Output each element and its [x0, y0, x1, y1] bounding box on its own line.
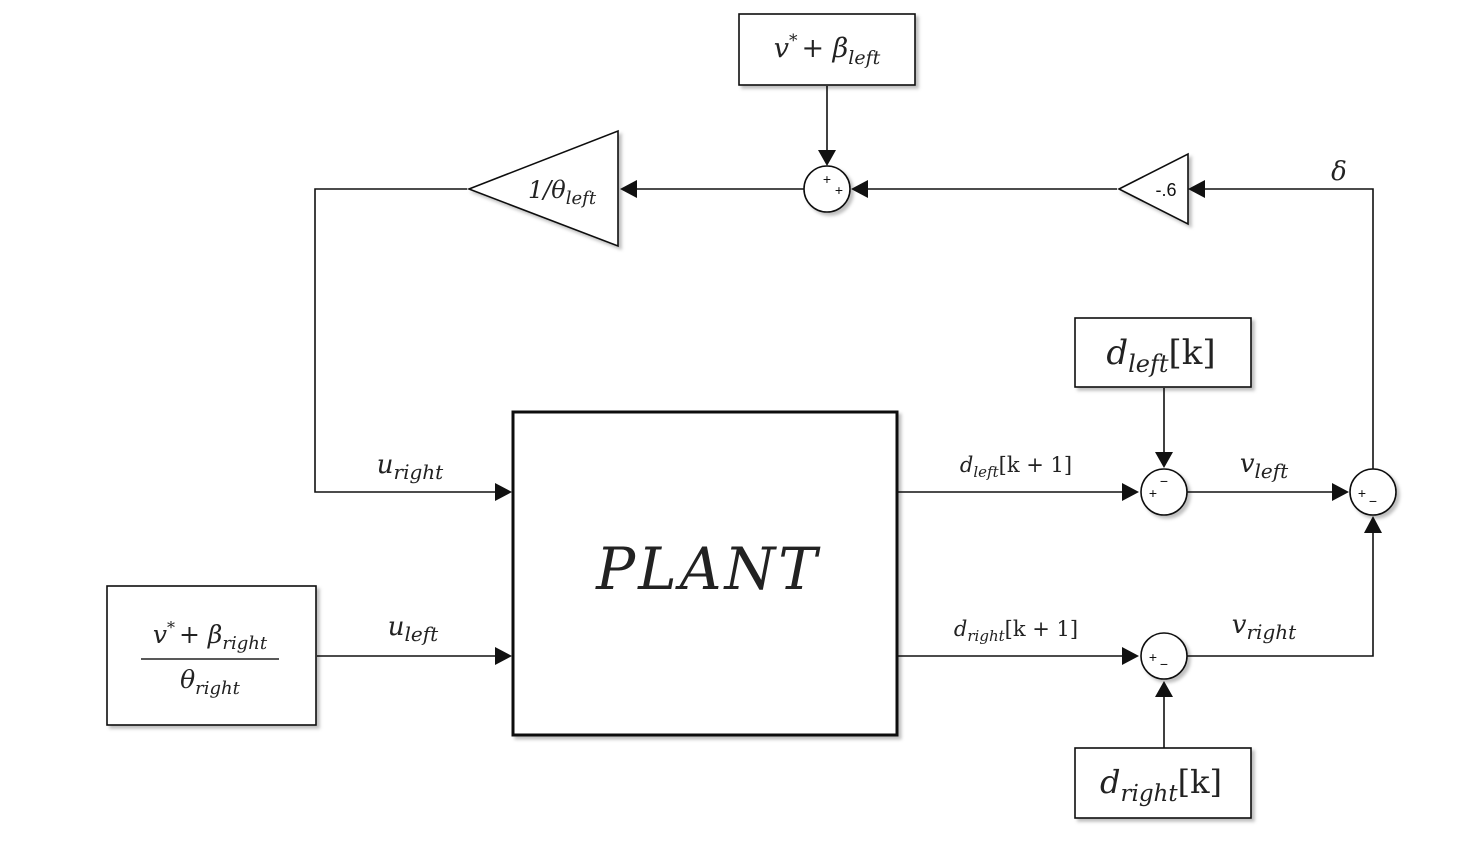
signal-u-right-sub: right — [394, 460, 445, 484]
d-right-source-block[interactable]: dright[k] — [1074, 747, 1252, 819]
svg-text:dleft[k + 1]: dleft[k + 1] — [960, 453, 1072, 481]
svg-text:uright: uright — [377, 450, 444, 484]
arrow-into-top-sum-right — [851, 180, 868, 198]
top-source-sub: left — [848, 47, 880, 69]
plant-label: PLANT — [595, 535, 821, 603]
signal-d-left-next-base: d — [960, 453, 973, 477]
svg-text:uleft: uleft — [388, 612, 439, 646]
wire-right-error-to-diff — [1187, 533, 1374, 657]
diff-sum-junction[interactable]: + − — [1349, 468, 1397, 516]
svg-text:v*+ βright: v* + βright — [153, 618, 268, 654]
arrow-into-plant-top — [495, 483, 512, 501]
d-right-source-suffix: [k] — [1178, 763, 1222, 801]
right-source-num-sub: right — [222, 633, 267, 654]
inverse-gain-block[interactable]: 1/θleft — [466, 129, 619, 248]
arrow-into-diff-bottom — [1364, 516, 1382, 533]
top-sum-sign-top: + — [823, 171, 831, 187]
arrow-into-neg-gain — [1188, 180, 1205, 198]
svg-text:θright: θright — [180, 665, 241, 699]
svg-text:dright[k]: dright[k] — [1100, 763, 1222, 807]
signal-v-left-base: v — [1240, 449, 1255, 479]
svg-text:dright[k + 1]: dright[k + 1] — [954, 617, 1078, 645]
negative-gain-label: -.6 — [1155, 180, 1176, 200]
arrow-into-top-sum — [818, 150, 836, 166]
d-left-source-sub: left — [1128, 350, 1169, 378]
right-error-sign-bottom: − — [1160, 656, 1168, 672]
left-error-sign-left: + — [1149, 485, 1157, 501]
right-source-den-sub: right — [195, 678, 240, 699]
arrow-into-left-error-top — [1155, 452, 1173, 468]
wire-diff-to-gain — [1205, 188, 1374, 469]
right-error-sum-junction[interactable]: + − — [1140, 632, 1188, 680]
d-right-source-base: d — [1100, 763, 1120, 801]
top-source-sup: * — [789, 31, 798, 51]
signal-delta-label: δ — [1331, 157, 1347, 187]
left-error-sum-junction[interactable]: + − — [1140, 468, 1188, 516]
signal-d-left-next-suffix: [k + 1] — [999, 453, 1072, 477]
signal-u-left-base: u — [388, 612, 405, 642]
right-source-num-sup: * — [167, 618, 175, 637]
arrow-into-left-error — [1122, 483, 1139, 501]
d-left-source-suffix: [k] — [1169, 333, 1216, 373]
svg-text:vleft: vleft — [1240, 449, 1289, 483]
wires — [314, 86, 1374, 748]
d-left-source-base: d — [1106, 333, 1128, 373]
diff-sign-bottom: − — [1369, 493, 1377, 509]
right-source-num-op: + β — [179, 620, 222, 649]
signal-d-left-next-sub: left — [973, 463, 999, 481]
signal-u-left-sub: left — [405, 622, 440, 646]
negative-gain-block[interactable]: -.6 — [1117, 152, 1189, 226]
d-left-source-block[interactable]: dleft[k] — [1074, 317, 1252, 388]
d-right-source-sub: right — [1120, 781, 1178, 807]
inverse-gain-pre: 1/θ — [528, 176, 566, 204]
arrow-into-diff-left — [1332, 483, 1349, 501]
arrowheads — [495, 150, 1382, 697]
right-source-block[interactable]: v* + βright θright — [106, 585, 317, 726]
wire-inverse-gain-to-plant — [314, 188, 495, 493]
diff-sign-left: + — [1358, 485, 1366, 501]
signal-v-right-base: v — [1232, 610, 1247, 640]
right-source-den-base: θ — [180, 665, 195, 694]
top-source-op: + β — [801, 33, 848, 64]
signal-v-right-sub: right — [1247, 620, 1298, 644]
arrow-into-right-error-bottom — [1155, 681, 1173, 697]
inverse-gain-sub: left — [566, 188, 597, 209]
arrow-into-inverse-gain — [620, 180, 637, 198]
arrow-into-right-error — [1122, 647, 1139, 665]
svg-text:1/θleft: 1/θleft — [528, 176, 597, 209]
signal-d-right-next-base: d — [954, 617, 967, 641]
plant-block[interactable]: PLANT — [511, 410, 899, 737]
top-source-block[interactable]: v* + βleft — [738, 13, 916, 86]
top-sum-junction[interactable]: + + — [803, 165, 851, 213]
svg-text:v*+ βleft: v* + βleft — [774, 31, 881, 69]
signal-u-right-base: u — [377, 450, 394, 480]
left-error-sign-top: − — [1160, 473, 1168, 489]
right-source-num-base: v — [153, 620, 167, 649]
signal-d-right-next-suffix: [k + 1] — [1005, 617, 1078, 641]
top-sum-sign-right: + — [835, 182, 843, 198]
top-source-base: v — [774, 33, 789, 64]
svg-text:vright: vright — [1232, 610, 1297, 644]
signal-d-right-next-sub: right — [967, 627, 1005, 645]
right-error-sign-left: + — [1149, 649, 1157, 665]
svg-text:dleft[k]: dleft[k] — [1106, 333, 1215, 378]
signal-v-left-sub: left — [1255, 459, 1290, 483]
arrow-into-plant-bottom — [495, 647, 512, 665]
